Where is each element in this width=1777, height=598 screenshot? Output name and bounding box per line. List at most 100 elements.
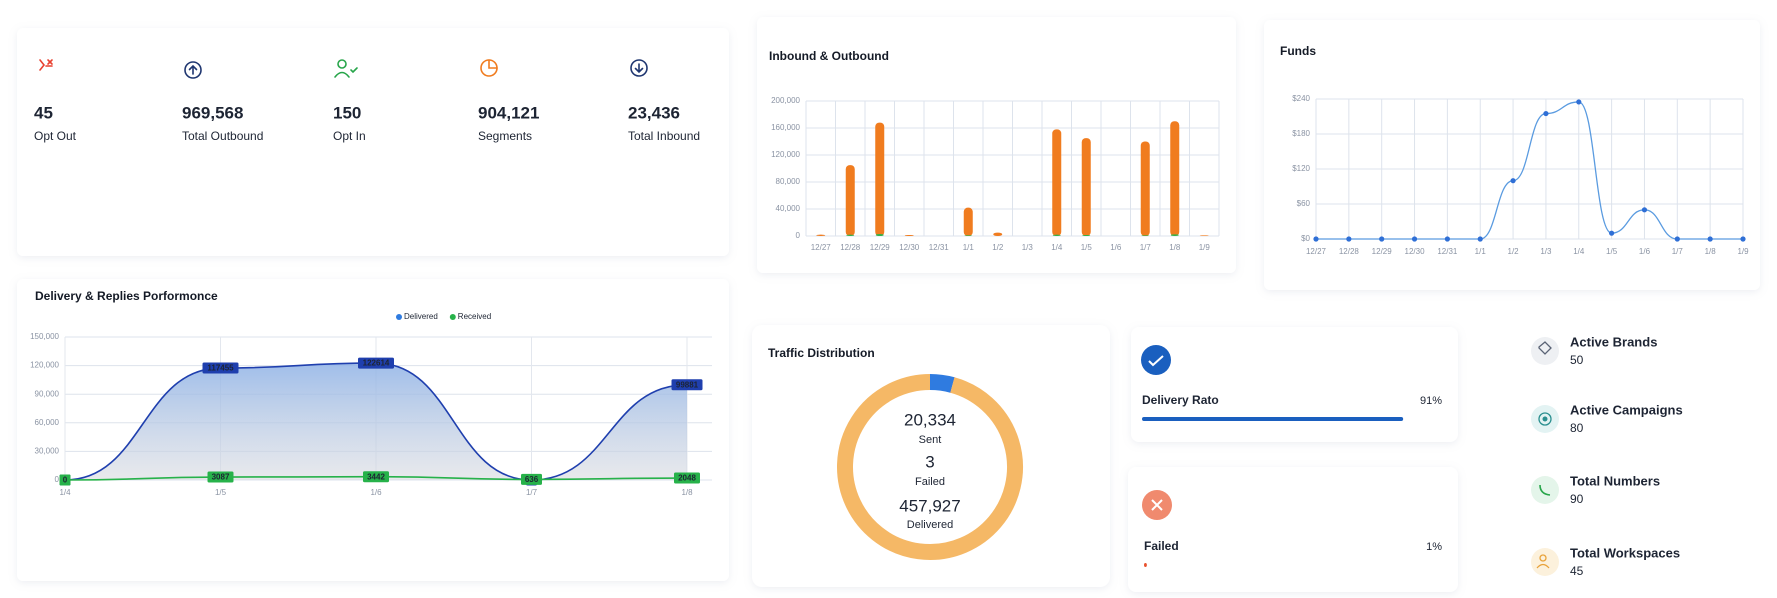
- point: [1346, 236, 1352, 242]
- y-tick-label: 160,000: [771, 123, 800, 132]
- y-tick-label: 120,000: [771, 150, 800, 159]
- bar: [1140, 141, 1150, 236]
- point: [1641, 207, 1648, 213]
- x-tick-label: 12/28: [1339, 247, 1360, 256]
- x-tick-label: 12/29: [1372, 247, 1393, 256]
- rate-label: Delivery Rato: [1142, 393, 1219, 407]
- x-tick-label: 1/1: [1475, 247, 1487, 256]
- legend-marker: [396, 314, 402, 320]
- y-tick-label: $240: [1292, 94, 1310, 103]
- point: [1576, 99, 1582, 105]
- bar: [904, 234, 914, 236]
- x-tick-label: 1/4: [1051, 243, 1063, 252]
- summary-value: 45: [1570, 564, 1584, 578]
- y-tick-label: 200,000: [771, 96, 800, 105]
- center-value: 3: [925, 452, 934, 471]
- x-tick-label: 1/8: [1169, 243, 1181, 252]
- point: [1674, 236, 1680, 242]
- point: [1313, 236, 1319, 242]
- legend-marker: [449, 314, 456, 320]
- stat-value: 45: [34, 103, 53, 122]
- stat-label: Opt Out: [34, 129, 77, 143]
- data-label-box: [202, 362, 239, 374]
- data-label: 2048: [678, 474, 696, 483]
- point: [1740, 236, 1746, 242]
- x-tick-label: 1/9: [1737, 247, 1749, 256]
- point: [1543, 110, 1549, 117]
- data-label: 636: [525, 475, 539, 484]
- stat-value: 904,121: [478, 103, 539, 122]
- data-label-box: [59, 474, 71, 486]
- bar: [964, 235, 973, 236]
- bar: [1081, 138, 1091, 236]
- x-tick-label: 1/2: [1508, 247, 1520, 256]
- y-tick-label: $0: [1301, 234, 1310, 243]
- rate-card: [1128, 467, 1458, 592]
- chart-card: [1264, 20, 1760, 290]
- chart-title: Inbound & Outbound: [769, 49, 889, 63]
- summary-label: Total Numbers: [1570, 473, 1660, 488]
- data-label: 3442: [367, 472, 385, 481]
- x-tick-label: 12/27: [811, 243, 832, 252]
- x-tick-label: 1/8: [681, 488, 693, 497]
- y-tick-label: 120,000: [30, 361, 59, 370]
- x-tick-label: 1/3: [1540, 247, 1552, 256]
- y-tick-label: 90,000: [35, 389, 60, 398]
- point: [1477, 236, 1483, 242]
- y-tick-label: $60: [1297, 199, 1311, 208]
- rate-value: 1%: [1426, 541, 1442, 553]
- center-value: 20,334: [904, 410, 956, 429]
- x-tick-label: 1/7: [526, 488, 538, 497]
- area-fill: [65, 363, 687, 480]
- data-label: 122614: [363, 359, 390, 368]
- data-label-box: [363, 471, 389, 483]
- bar: [845, 165, 855, 236]
- icon: [1141, 345, 1172, 520]
- data-label-box: [521, 473, 542, 485]
- summary-label: Total Workspaces: [1570, 545, 1680, 560]
- x-tick-label: 12/31: [1437, 247, 1458, 256]
- x-tick-label: 1/9: [1199, 243, 1211, 252]
- bar: [816, 234, 826, 236]
- summary-value: 90: [1570, 492, 1584, 506]
- x-tick-label: 12/27: [1306, 247, 1327, 256]
- y-tick-label: 30,000: [35, 447, 60, 456]
- y-tick-label: 0: [55, 475, 60, 484]
- y-tick-label: 150,000: [30, 332, 59, 341]
- chart-title: Traffic Distribution: [768, 346, 875, 360]
- center-label: Sent: [919, 434, 942, 446]
- x-tick-label: 1/6: [1110, 243, 1122, 252]
- y-tick-label: 40,000: [776, 204, 801, 213]
- bar: [1170, 234, 1179, 236]
- y-tick-label: $180: [1292, 129, 1310, 138]
- stat-value: 969,568: [182, 103, 243, 122]
- x-tick-label: 1/8: [1705, 247, 1717, 256]
- bar: [993, 232, 1003, 236]
- data-label: 117455: [207, 364, 234, 373]
- x-tick-label: 1/4: [59, 488, 71, 497]
- x-tick-label: 1/6: [370, 488, 382, 497]
- data-label: 0: [63, 476, 68, 485]
- center-value: 457,927: [899, 496, 960, 515]
- data-label-box: [358, 357, 394, 369]
- bar: [1082, 234, 1091, 236]
- donut-segment: [837, 374, 1023, 560]
- stats-card: [17, 28, 729, 256]
- x-tick-label: 12/30: [899, 243, 920, 252]
- x-tick-label: 1/1: [963, 243, 975, 252]
- bar: [1052, 234, 1061, 236]
- bar: [875, 233, 884, 236]
- center-label: Failed: [915, 476, 945, 488]
- point: [1411, 236, 1418, 242]
- stat-value: 23,436: [628, 103, 680, 122]
- x-tick-label: 1/6: [1639, 247, 1651, 256]
- icon: [1531, 337, 1559, 576]
- data-label-box: [671, 379, 703, 391]
- summary-label: Active Campaigns: [1570, 402, 1683, 417]
- data-label: 3087: [212, 473, 230, 482]
- x-tick-label: 1/2: [992, 243, 1004, 252]
- x-tick-label: 1/5: [1081, 243, 1093, 252]
- progress-bar: [1142, 417, 1404, 421]
